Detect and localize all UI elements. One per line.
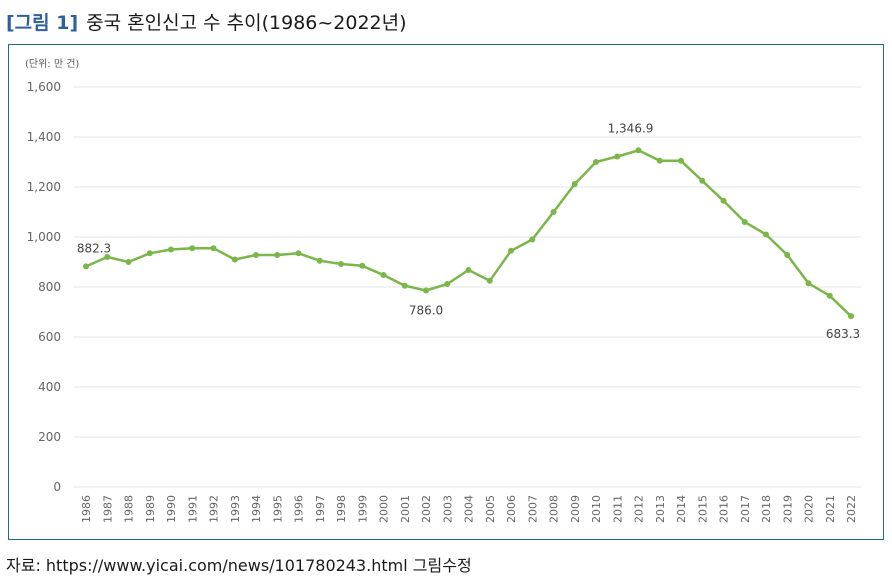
x-tick-label: 2016	[718, 495, 731, 523]
data-point	[593, 159, 599, 165]
data-label: 683.3	[826, 327, 860, 341]
data-point	[338, 261, 344, 267]
x-tick-label: 1997	[314, 495, 327, 523]
x-tick-label: 2001	[399, 495, 412, 523]
figure-label: [그림 1]	[6, 12, 79, 34]
data-point	[571, 181, 578, 187]
x-tick-label: 2005	[484, 495, 497, 523]
series-line	[85, 149, 852, 318]
x-tick-label: 1995	[271, 495, 284, 523]
x-tick-label: 1987	[101, 495, 114, 523]
x-tick-label: 1999	[356, 495, 369, 523]
y-tick-label: 400	[38, 380, 61, 394]
data-point	[720, 197, 727, 204]
data-point	[401, 282, 408, 289]
x-tick-label: 2009	[569, 495, 582, 523]
x-tick-label: 1993	[229, 495, 242, 523]
data-label: 1,346.9	[608, 121, 654, 135]
data-point	[848, 313, 854, 320]
data-point	[614, 153, 621, 160]
figure-title: [그림 1] 중국 혼인신고 수 추이(1986~2022년)	[6, 8, 407, 35]
x-tick-label: 2020	[803, 495, 816, 523]
x-tick-label: 1986	[80, 495, 93, 523]
x-tick-label: 1989	[144, 495, 157, 523]
data-point	[295, 250, 302, 257]
x-tick-label: 2000	[378, 495, 391, 523]
data-point	[678, 157, 684, 164]
data-point	[529, 236, 536, 243]
y-tick-label: 200	[38, 430, 61, 444]
chart-container: (단위: 만 건) 0 200 400 600 800 1,000 1,200 1,400 1,6…	[8, 44, 884, 540]
data-point	[465, 267, 472, 273]
data-point	[444, 281, 451, 287]
x-tick-label: 2015	[696, 495, 709, 523]
data-point	[826, 292, 833, 299]
x-tick-label: 2014	[675, 495, 688, 523]
data-point	[125, 259, 132, 265]
y-tick-label: 800	[38, 280, 61, 294]
x-tick-label: 1990	[165, 495, 178, 523]
x-tick-label: 2008	[548, 495, 561, 523]
y-tick-label: 1,600	[27, 80, 61, 94]
data-point	[741, 219, 748, 225]
y-tick-label: 1,200	[27, 180, 61, 194]
data-label: 786.0	[409, 304, 443, 318]
data-point	[146, 250, 153, 257]
x-tick-label: 2004	[463, 495, 476, 523]
data-point	[699, 177, 706, 184]
figure-title-text: 중국 혼인신고 수 추이(1986~2022년)	[86, 12, 407, 34]
data-point	[189, 245, 196, 252]
data-point	[550, 209, 557, 215]
y-tick-label: 1,400	[27, 130, 61, 144]
data-point	[763, 231, 769, 238]
x-tick-label: 2021	[824, 495, 837, 523]
x-tick-label: 2002	[420, 495, 433, 523]
x-tick-label: 2003	[441, 495, 454, 523]
y-tick-label: 600	[38, 330, 61, 344]
data-point	[423, 287, 429, 294]
x-tick-label: 2019	[781, 495, 794, 523]
data-point	[508, 247, 514, 254]
data-point	[210, 245, 217, 252]
x-tick-label: 2011	[611, 495, 624, 523]
data-point	[805, 280, 812, 287]
x-tick-label: 2018	[760, 495, 773, 523]
data-point	[656, 157, 663, 164]
y-tick-label: 1,000	[27, 230, 61, 244]
x-tick-label: 2013	[654, 495, 667, 523]
unit-label: (단위: 만 건)	[25, 57, 79, 70]
data-label: 882.3	[77, 241, 111, 255]
data-point	[316, 257, 323, 264]
x-tick-label: 2010	[590, 495, 603, 523]
x-tick-label: 2022	[845, 495, 858, 523]
data-point	[635, 147, 642, 154]
y-tick-label: 0	[53, 480, 61, 494]
source-note: 자료: https://www.yicai.com/news/101780243…	[6, 556, 472, 575]
data-point	[784, 252, 791, 258]
x-tick-label: 2006	[505, 495, 518, 523]
x-tick-label: 1998	[335, 495, 348, 523]
data-point	[168, 246, 174, 253]
data-point	[380, 272, 387, 278]
x-tick-label: 1988	[123, 495, 136, 523]
x-tick-label: 2007	[526, 495, 539, 523]
x-tick-label: 1994	[250, 495, 263, 523]
x-tick-label: 2012	[633, 495, 646, 523]
x-tick-label: 1996	[293, 495, 306, 523]
data-point	[274, 252, 281, 258]
data-point	[359, 262, 366, 269]
data-point	[486, 277, 493, 284]
x-tick-label: 2017	[739, 495, 752, 523]
data-point	[104, 254, 111, 260]
x-tick-label: 1991	[186, 495, 199, 523]
x-tick-label: 1992	[208, 495, 221, 523]
data-point	[231, 256, 238, 263]
line-chart: (단위: 만 건) 0 200 400 600 800 1,000 1,200 1,400 1,6…	[25, 57, 861, 523]
data-point	[253, 252, 259, 258]
data-point	[83, 263, 89, 270]
